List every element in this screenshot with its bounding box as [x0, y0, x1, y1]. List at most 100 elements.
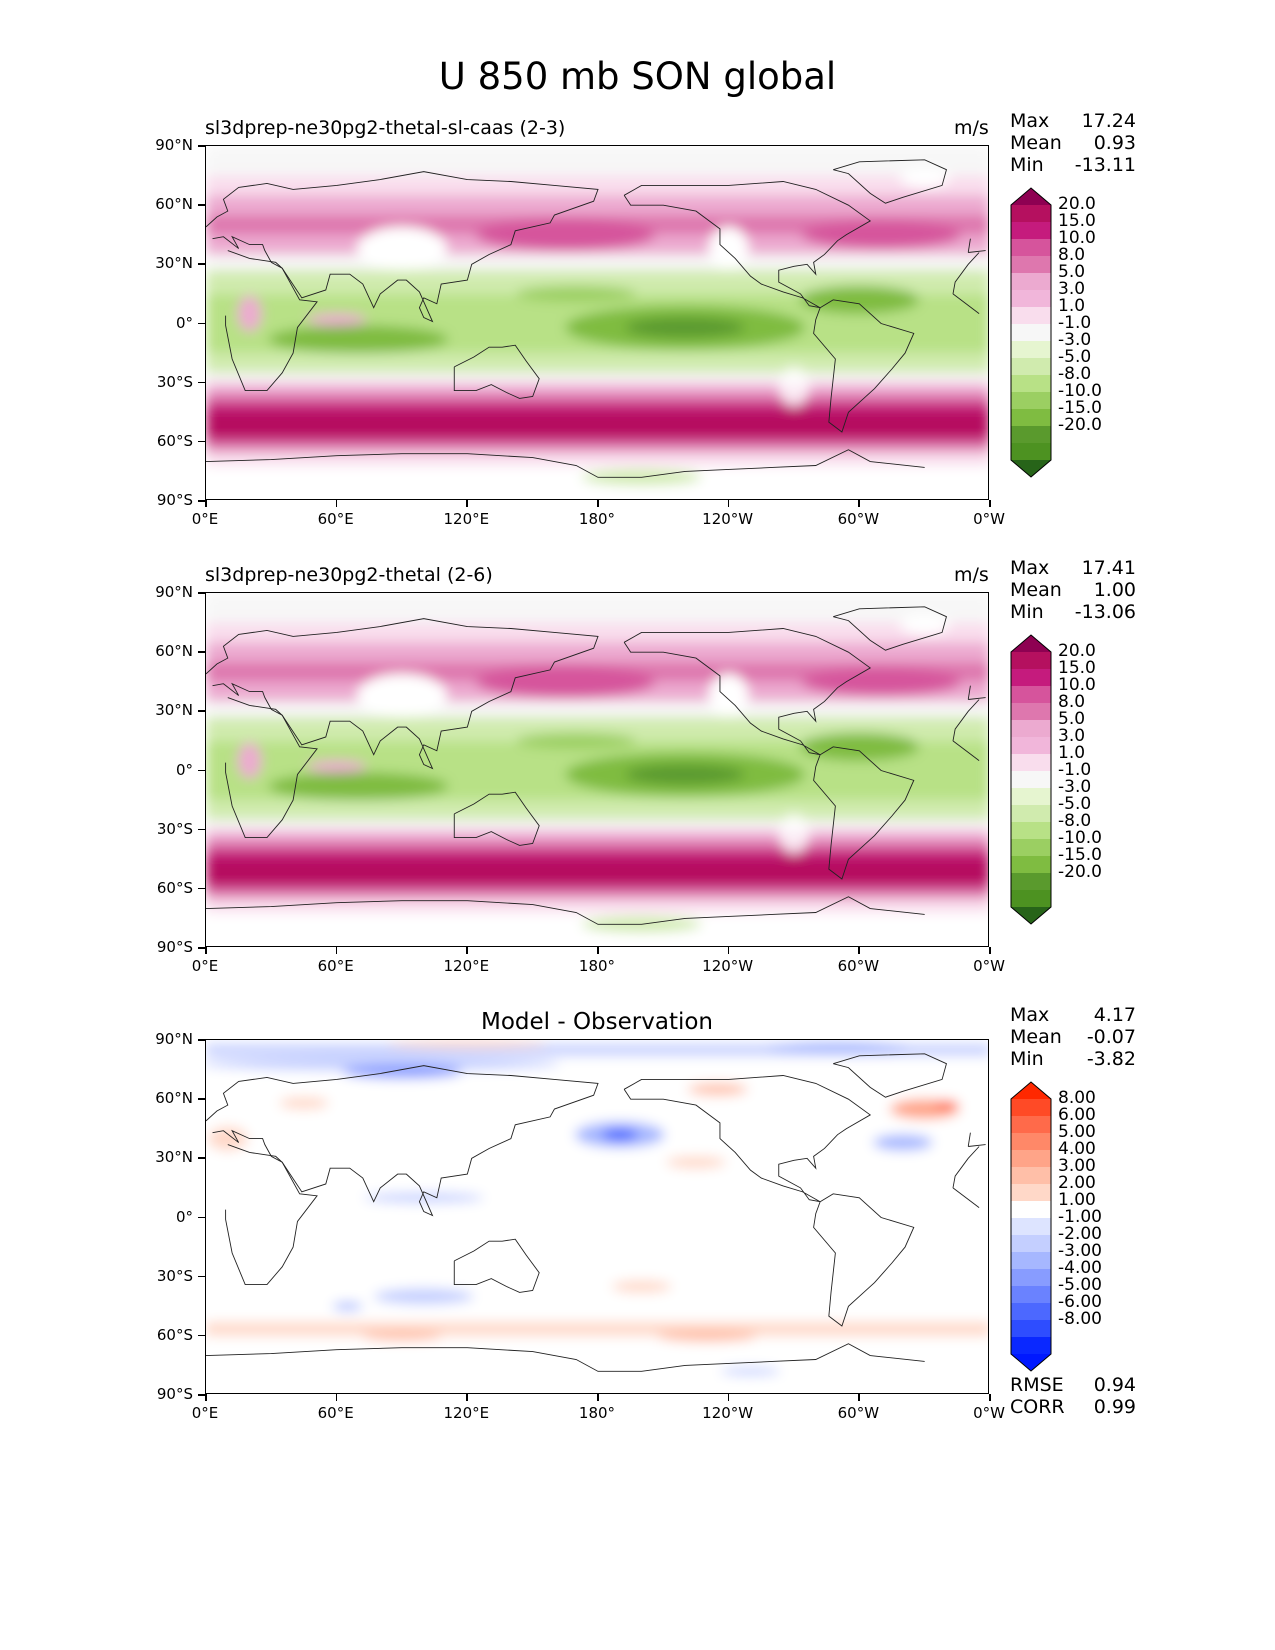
coastline — [968, 250, 986, 253]
coastline — [206, 1065, 599, 1217]
x-tick — [335, 947, 338, 954]
x-tick-label: 0°W — [973, 510, 1005, 528]
colorbar-label: 10.0 — [1058, 228, 1096, 248]
x-tick-label: 60°W — [837, 1404, 880, 1422]
stat-row: Mean -0.07 — [1010, 1026, 1136, 1048]
coastline — [225, 697, 318, 839]
colorbar-label: 20.0 — [1058, 194, 1096, 214]
coastline — [225, 250, 318, 392]
colorbar-label: -2.00 — [1058, 1224, 1102, 1244]
stats-box: Max 17.41 Mean 1.00 Min -13.06 — [1010, 557, 1136, 623]
x-tick — [466, 947, 468, 954]
y-tick — [198, 322, 205, 324]
colorbar-segment — [1011, 409, 1051, 426]
x-tick-label: 120°W — [702, 957, 754, 975]
metrics-box: RMSE 0.94 CORR 0.99 — [1010, 1374, 1136, 1418]
stat-value: 4.17 — [1093, 1004, 1136, 1026]
colorbar-label: -10.0 — [1058, 828, 1102, 848]
colorbar-segment — [1011, 890, 1051, 907]
colorbar-segment — [1011, 771, 1051, 788]
colorbar-segment — [1011, 205, 1051, 222]
y-tick-label: 90°N — [155, 583, 193, 601]
stat-label: Mean — [1010, 1026, 1062, 1048]
stat-value: 17.24 — [1081, 110, 1136, 132]
colorbar-segment — [1011, 1235, 1051, 1252]
y-tick-label: 90°N — [155, 1030, 193, 1048]
metric-value: 0.94 — [1093, 1374, 1136, 1396]
y-tick-label: 30°S — [156, 372, 193, 391]
figure-title: U 850 mb SON global — [438, 55, 837, 98]
coastline — [206, 449, 925, 478]
colorbar-label: -1.0 — [1058, 760, 1092, 780]
coastline — [967, 1132, 971, 1147]
coastline — [813, 746, 915, 880]
y-tick — [198, 710, 205, 712]
panel-title: sl3dprep-ne30pg2-thetal-sl-caas (2-3) — [205, 117, 566, 139]
colorbar-label: -1.00 — [1058, 1207, 1102, 1227]
x-tick-label: 120°W — [702, 1404, 754, 1422]
stat-row: Mean 0.93 — [1010, 132, 1136, 154]
coastline — [206, 1343, 925, 1372]
colorbar-label: -20.0 — [1058, 415, 1102, 435]
colorbar-segment — [1011, 1150, 1051, 1167]
colorbar-label: 6.00 — [1058, 1105, 1096, 1125]
y-tick-label: 30°S — [156, 819, 193, 838]
y-tick — [198, 1098, 205, 1100]
colorbar-label: 4.00 — [1058, 1139, 1096, 1159]
y-tick-label: 60°N — [155, 1089, 193, 1108]
y-tick — [198, 1039, 205, 1041]
colorbar-label: -5.00 — [1058, 1275, 1102, 1295]
stat-label: Max — [1010, 557, 1050, 579]
colorbar-label: -3.0 — [1058, 777, 1092, 797]
colorbar-label: 8.0 — [1058, 692, 1086, 712]
x-tick-label: 60°W — [837, 957, 880, 975]
x-tick — [727, 1394, 730, 1401]
metric-label: RMSE — [1010, 1374, 1064, 1396]
colorbar-segment — [1011, 754, 1051, 771]
stat-row: Max 17.41 — [1010, 557, 1136, 579]
colorbar-label: 1.0 — [1058, 296, 1086, 316]
colorbar — [1010, 187, 1052, 478]
colorbar-label: 3.0 — [1058, 279, 1086, 299]
x-tick — [989, 1394, 991, 1401]
stat-value: -13.06 — [1074, 601, 1136, 623]
coastline — [206, 896, 925, 925]
colorbar-segment — [1011, 1133, 1051, 1150]
x-tick — [335, 1394, 338, 1401]
metric-label: CORR — [1010, 1396, 1065, 1418]
x-tick — [205, 500, 207, 507]
colorbar-label: -20.0 — [1058, 862, 1102, 882]
x-tick-label: 60°E — [317, 1404, 354, 1422]
colorbar-label: 5.0 — [1058, 262, 1086, 282]
colorbar-label: 15.0 — [1058, 211, 1096, 231]
x-tick-label: 60°E — [317, 957, 354, 975]
stat-value: 1.00 — [1093, 579, 1136, 601]
x-tick-label: 0°W — [973, 1404, 1005, 1422]
colorbar-segment — [1011, 856, 1051, 873]
coastline — [225, 1144, 318, 1286]
contour-field — [206, 1040, 988, 1393]
colorbar-segment — [1011, 1320, 1051, 1337]
stats-box: Max 17.24 Mean 0.93 Min -13.11 — [1010, 110, 1136, 176]
colorbar-segment — [1011, 1218, 1051, 1235]
colorbar-label: 8.0 — [1058, 245, 1086, 265]
coastline — [952, 1146, 980, 1188]
x-tick-label: 180° — [578, 957, 616, 975]
stat-row: Max 17.24 — [1010, 110, 1136, 132]
colorbar-segment — [1011, 737, 1051, 754]
colorbar-segment — [1011, 1269, 1051, 1286]
stat-label: Max — [1010, 110, 1050, 132]
y-tick-label: 60°N — [155, 642, 193, 661]
coastline — [833, 1053, 947, 1098]
y-tick-label: 60°N — [155, 195, 193, 214]
stat-value: -13.11 — [1074, 154, 1136, 176]
colorbar-label: 10.0 — [1058, 675, 1096, 695]
y-tick — [198, 381, 205, 384]
units-label: m/s — [954, 117, 989, 139]
y-tick-label: 30°N — [155, 1148, 193, 1167]
colorbar-segment — [1011, 907, 1051, 924]
colorbar-segment — [1011, 1201, 1051, 1218]
colorbar-label: 5.0 — [1058, 709, 1086, 729]
colorbar-segment — [1011, 1082, 1051, 1099]
colorbar-segment — [1011, 1337, 1051, 1354]
